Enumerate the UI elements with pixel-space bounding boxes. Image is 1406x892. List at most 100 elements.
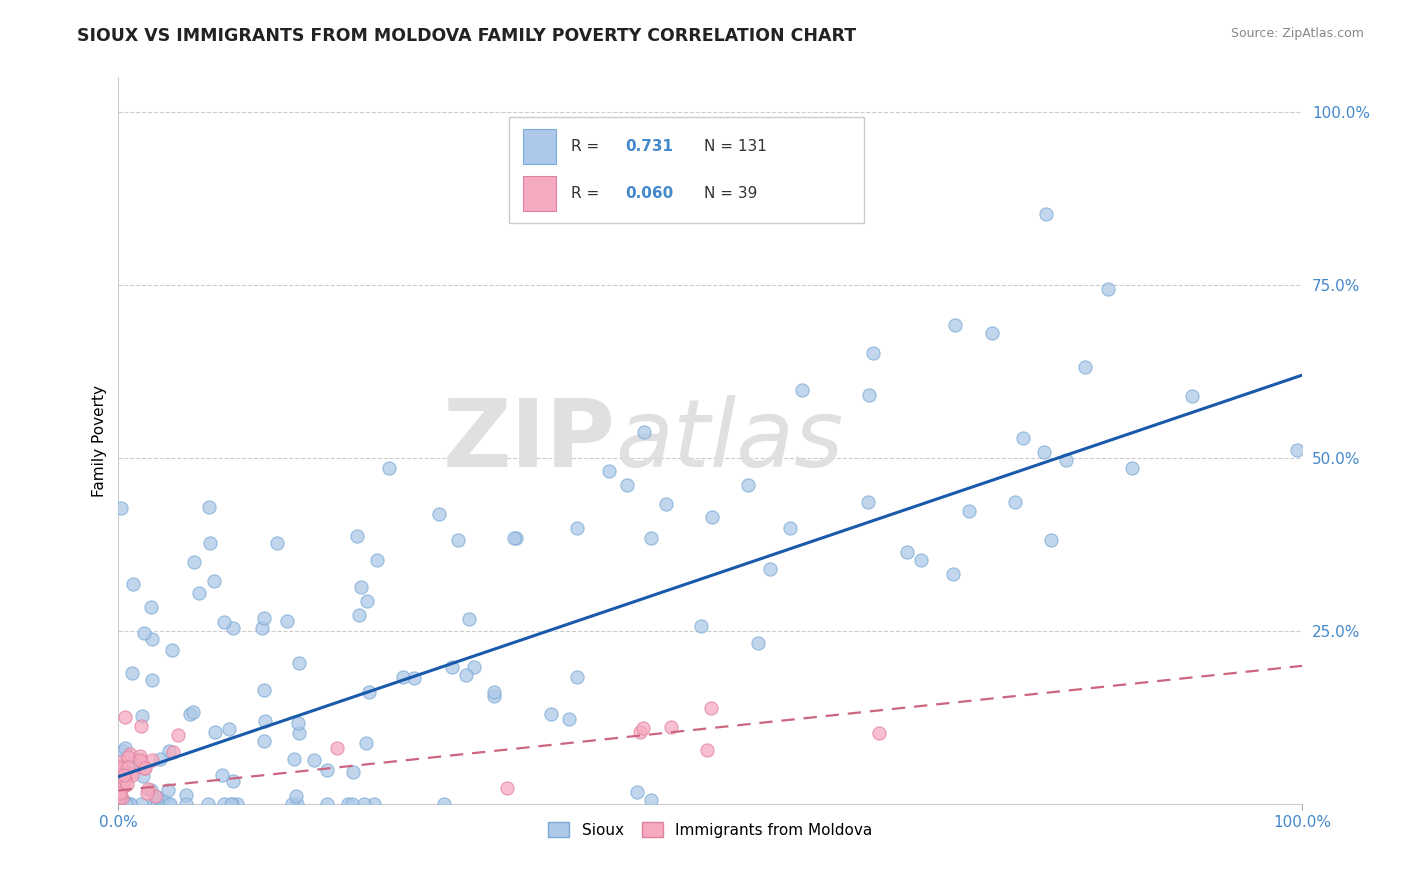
Point (110, 755, 132, 769)
Text: R =: R = (571, 186, 599, 201)
Point (254, 714, 277, 729)
Point (655, 497, 678, 511)
Point (108, 797, 131, 811)
Text: ZIP: ZIP (443, 395, 616, 487)
Point (134, 626, 156, 640)
Point (356, 736, 378, 750)
Point (111, 761, 134, 775)
Point (202, 574, 225, 588)
Point (943, 318, 966, 332)
Point (856, 494, 879, 508)
FancyBboxPatch shape (509, 118, 865, 223)
Point (143, 797, 166, 811)
Point (363, 797, 385, 811)
Point (981, 326, 1004, 341)
Point (145, 789, 167, 803)
Point (253, 734, 276, 748)
Point (222, 621, 245, 635)
Point (957, 504, 980, 518)
Point (108, 764, 131, 778)
Point (1039, 533, 1062, 547)
Point (276, 614, 298, 628)
Point (138, 781, 160, 796)
Point (112, 767, 135, 781)
Point (402, 671, 425, 685)
Point (225, 797, 247, 811)
Point (117, 749, 139, 764)
Point (598, 464, 620, 478)
Point (502, 531, 524, 545)
Point (285, 797, 308, 811)
Point (162, 745, 184, 759)
Point (640, 793, 662, 807)
Point (114, 740, 136, 755)
Point (347, 607, 370, 622)
Point (366, 552, 388, 566)
Point (174, 797, 197, 811)
Point (141, 632, 163, 646)
Point (150, 793, 173, 807)
Point (149, 751, 172, 765)
Point (316, 763, 339, 777)
Point (108, 790, 131, 805)
Point (121, 768, 143, 782)
Point (204, 725, 226, 739)
Point (342, 765, 364, 780)
Point (696, 743, 718, 757)
Point (183, 555, 205, 569)
Point (122, 576, 145, 591)
Point (114, 795, 136, 809)
Point (790, 383, 813, 397)
Point (188, 585, 211, 599)
Point (136, 786, 159, 800)
Point (139, 783, 162, 797)
Point (1011, 431, 1033, 445)
Point (288, 656, 311, 670)
Point (145, 797, 167, 811)
Point (454, 668, 477, 682)
Point (131, 709, 153, 723)
Point (1285, 443, 1308, 458)
Point (433, 797, 456, 811)
Point (110, 501, 132, 516)
Point (252, 683, 274, 698)
Point (631, 721, 654, 735)
Point (156, 783, 179, 797)
Point (253, 611, 276, 625)
Text: N = 39: N = 39 (704, 186, 758, 201)
Point (110, 758, 132, 772)
Point (128, 753, 150, 767)
Point (141, 673, 163, 687)
Point (392, 670, 415, 684)
Point (283, 752, 305, 766)
Point (221, 797, 243, 811)
Point (134, 761, 156, 775)
Point (429, 507, 451, 521)
Point (759, 562, 782, 576)
Point (862, 346, 884, 360)
Point (356, 594, 378, 608)
Point (910, 553, 932, 567)
Point (111, 744, 134, 758)
Point (174, 788, 197, 802)
Point (197, 797, 219, 811)
Point (121, 666, 143, 681)
Point (287, 725, 309, 739)
Point (287, 716, 309, 731)
Point (737, 478, 759, 492)
FancyBboxPatch shape (523, 129, 557, 164)
Point (121, 755, 143, 769)
Point (1032, 445, 1054, 459)
Point (353, 797, 375, 811)
Text: N = 131: N = 131 (704, 139, 768, 154)
Point (1121, 460, 1143, 475)
Point (633, 425, 655, 439)
Point (212, 615, 235, 629)
Point (128, 748, 150, 763)
Point (440, 660, 463, 674)
Point (1035, 207, 1057, 221)
Point (266, 536, 288, 550)
Point (896, 545, 918, 559)
Point (115, 777, 138, 791)
Point (463, 660, 485, 674)
